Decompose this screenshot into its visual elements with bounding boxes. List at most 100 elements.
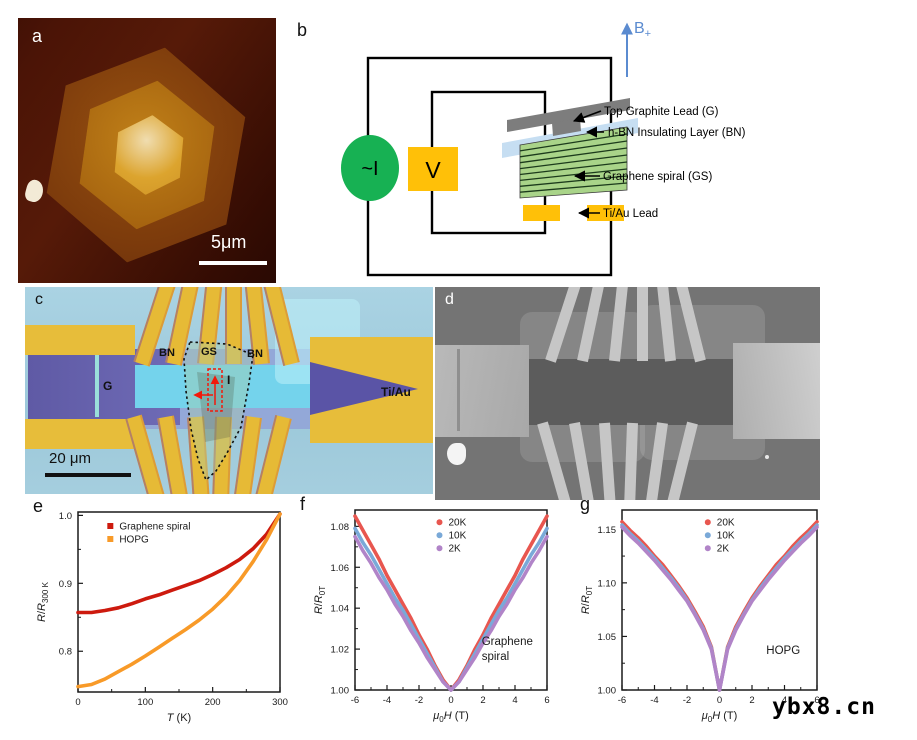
plot-annotation: HOPG <box>766 645 800 657</box>
chart-f: -6 -4 -2 0 2 4 6 1.00 1.02 1.04 1.06 1.08 μ0H (T) R/R… <box>313 509 550 724</box>
graphite-thin-line <box>95 355 99 417</box>
svg-text:2: 2 <box>749 695 754 706</box>
watermark: ybx8.cn <box>772 694 876 720</box>
top-graphite-lead <box>507 98 630 132</box>
svg-text:1.0: 1.0 <box>59 511 72 522</box>
gold-block-bottomleft <box>25 419 141 449</box>
sem-small-dot <box>765 455 769 459</box>
svg-text:1.05: 1.05 <box>598 632 617 643</box>
svg-text:300: 300 <box>272 697 288 708</box>
svg-text:HOPG: HOPG <box>119 535 149 546</box>
series-2k <box>353 534 549 692</box>
y-axis-label: R/R0T <box>313 586 327 614</box>
svg-text:0: 0 <box>717 695 722 706</box>
panel-g-label: g <box>580 494 591 514</box>
sem-pad-left-line <box>457 349 460 431</box>
voltmeter-label: V <box>425 157 441 183</box>
current-label: I <box>227 373 231 387</box>
sem-pad-left <box>435 345 529 437</box>
callout-hbn: h-BN Insulating Layer (BN) <box>608 127 746 139</box>
bn-right-label: BN <box>247 348 263 360</box>
svg-text:10K: 10K <box>448 531 466 542</box>
sem-finger <box>624 422 638 500</box>
gs-flake-overlay <box>183 341 254 482</box>
svg-text:4: 4 <box>782 695 787 706</box>
bn-left-label: BN <box>159 347 175 359</box>
gs-label: GS <box>201 346 217 358</box>
svg-text:-6: -6 <box>351 695 359 706</box>
legend: 20K 10K 2K <box>436 518 467 555</box>
panel-f-label: f <box>300 494 306 514</box>
callout-top-graphite: Top Graphite Lead (G) <box>604 106 719 118</box>
x-axis-label: T (K) <box>167 712 191 724</box>
svg-text:Graphene spiral: Graphene spiral <box>119 522 190 533</box>
series-2k <box>620 525 819 692</box>
current-source-symbol <box>341 135 399 201</box>
svg-text:1.08: 1.08 <box>331 522 350 533</box>
series-graphene-spiral <box>76 512 282 615</box>
svg-text:HOPG: HOPG <box>766 645 800 657</box>
svg-text:20K: 20K <box>448 518 466 529</box>
tiau-pad-right <box>587 205 624 221</box>
svg-text:-6: -6 <box>618 695 626 706</box>
svg-text:1.06: 1.06 <box>331 563 350 574</box>
svg-text:Graphene: Graphene <box>482 636 533 648</box>
tiau-pad-left <box>523 205 560 221</box>
graphene-spiral-hatch <box>519 133 628 193</box>
svg-text:1.00: 1.00 <box>598 686 617 697</box>
y-axis-label: R/R0T <box>580 586 594 614</box>
gold-block-topleft <box>25 325 135 355</box>
svg-text:0: 0 <box>448 695 453 706</box>
callout-tiau: Ti/Au Lead <box>603 208 658 220</box>
svg-text:0: 0 <box>75 697 80 708</box>
x-axis-label: μ0H (T) <box>701 710 738 724</box>
tiau-wedge <box>310 362 418 415</box>
scale-bar-label: 20 μm <box>49 450 91 467</box>
chart-e: 0 100 200 300 0.8 0.9 1.0 T (K) R/R300 K Graphene… <box>36 511 288 724</box>
axes <box>77 511 281 693</box>
panel-a-label: a <box>32 26 43 46</box>
x-axis-label: μ0H (T) <box>432 710 469 724</box>
y-axis-label: R/R300 K <box>36 581 50 622</box>
graphite-label: G <box>103 379 113 393</box>
svg-text:6: 6 <box>544 695 549 706</box>
legend: Graphene spiral HOPG <box>107 522 190 546</box>
svg-text:2K: 2K <box>717 544 730 555</box>
panel-c-optical-image: c BN GS BN G I Ti/Au 20 μm <box>25 287 433 494</box>
panel-d-sem-image: d <box>435 287 820 500</box>
scale-bar <box>45 473 131 477</box>
panel-d-label: d <box>445 291 454 308</box>
scale-bar-label: 5μm <box>211 232 247 252</box>
svg-text:1.00: 1.00 <box>331 686 350 697</box>
chart-g: -6 -4 -2 0 2 4 6 1.00 1.05 1.10 1.15 μ0H (T) R/R0T 20… <box>580 509 820 724</box>
sem-debris-blob <box>447 443 466 465</box>
svg-text:-2: -2 <box>415 695 423 706</box>
svg-text:-2: -2 <box>683 695 691 706</box>
svg-text:1.15: 1.15 <box>598 525 617 536</box>
svg-text:0.8: 0.8 <box>59 647 72 658</box>
svg-text:-4: -4 <box>650 695 658 706</box>
svg-text:1.10: 1.10 <box>598 578 617 589</box>
svg-text:1.02: 1.02 <box>331 645 350 656</box>
callout-arrow-graphite <box>572 110 602 123</box>
gs-flake-outline <box>183 341 254 482</box>
svg-text:10K: 10K <box>717 531 735 542</box>
panel-b-schematic: ~I V B+ Top Graphite Lead (G) h-BN Insul… <box>341 20 746 277</box>
svg-text:2K: 2K <box>448 544 461 555</box>
afm-debris-speck <box>23 178 46 204</box>
panel-b-label: b <box>297 20 308 40</box>
svg-text:2: 2 <box>480 695 485 706</box>
callout-gs: Graphene spiral (GS) <box>603 171 712 183</box>
panel-a-afm-image: a 5μm <box>18 18 276 283</box>
svg-text:1.04: 1.04 <box>331 604 350 615</box>
series-hopg <box>76 512 282 689</box>
sem-pad-right <box>733 343 820 439</box>
svg-text:20K: 20K <box>717 518 735 529</box>
svg-text:6: 6 <box>814 695 819 706</box>
svg-text:0.9: 0.9 <box>59 579 72 590</box>
panel-e-label: e <box>33 496 44 516</box>
b-field-label: B+ <box>634 20 651 40</box>
voltmeter-symbol <box>408 147 458 191</box>
panel-c-label: c <box>35 291 43 308</box>
